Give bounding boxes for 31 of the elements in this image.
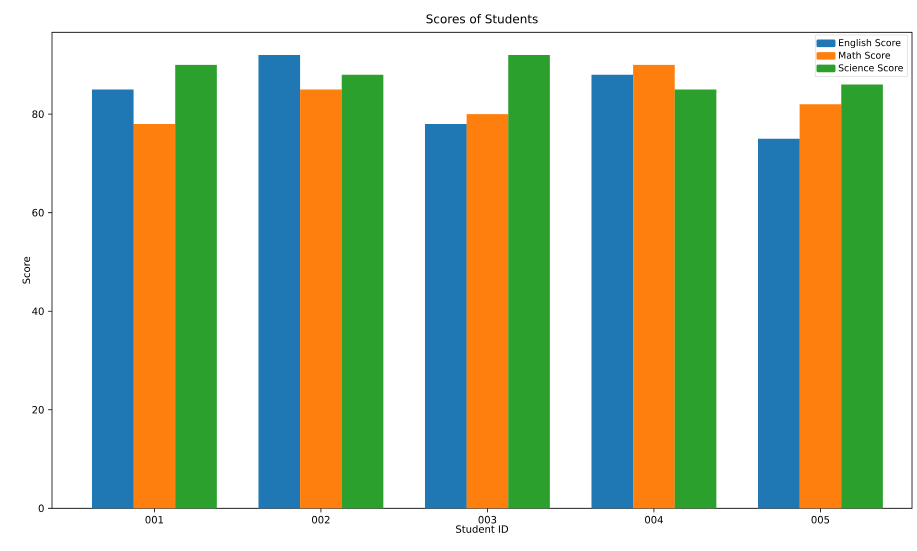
y-axis-title: Score — [22, 256, 30, 284]
bar — [633, 64, 675, 508]
bar — [300, 89, 342, 508]
x-tick-label: 002 — [312, 516, 330, 524]
legend-label: Science Score — [838, 64, 903, 72]
legend-label: Math Score — [839, 52, 890, 59]
y-tick-label: 60 — [32, 208, 44, 216]
bar — [92, 89, 134, 508]
bar — [508, 54, 550, 508]
x-tick-label: 003 — [478, 516, 496, 524]
bar — [674, 89, 716, 508]
bar — [258, 54, 300, 508]
bar — [841, 84, 883, 508]
x-axis-title: Student ID — [456, 525, 508, 533]
bar — [424, 124, 467, 508]
x-tick-label: 005 — [812, 516, 830, 524]
bar — [800, 104, 842, 508]
y-tick-label: 0 — [38, 504, 44, 512]
bar — [175, 64, 217, 508]
bar — [466, 114, 508, 508]
bar — [591, 74, 634, 508]
x-tick-label: 001 — [146, 516, 164, 524]
bar — [342, 74, 384, 508]
bar — [134, 124, 176, 508]
bar — [758, 138, 800, 508]
legend-label: English Score — [839, 38, 900, 48]
y-tick-label: 40 — [32, 307, 44, 316]
y-tick-label: 20 — [32, 406, 44, 414]
chart-title: Scores of Students — [426, 14, 538, 24]
y-tick-label: 80 — [32, 110, 44, 118]
x-tick-label: 004 — [645, 516, 663, 524]
